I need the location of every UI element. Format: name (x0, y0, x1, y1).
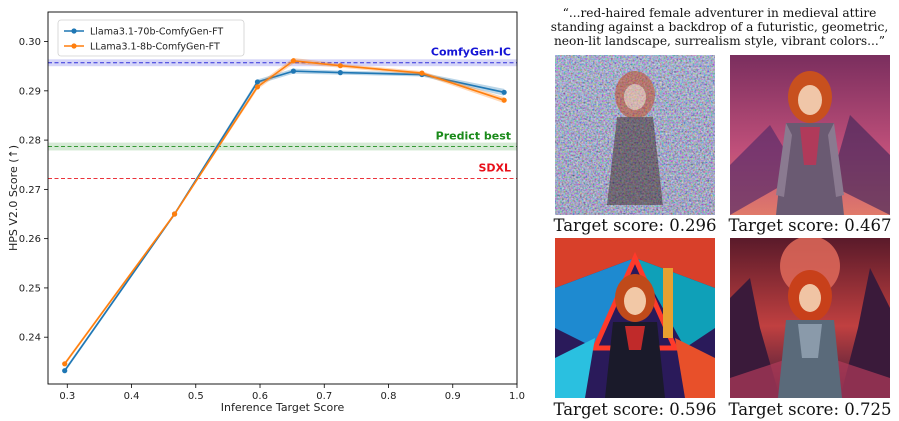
sample-caption: Target score: 0.467 (728, 216, 892, 235)
series-line (64, 59, 505, 365)
series-point (62, 361, 68, 367)
x-tick-label: 1.0 (509, 391, 525, 402)
x-tick-label: 0.8 (381, 391, 397, 402)
y-tick-label: 0.29 (19, 86, 41, 97)
prompt-line: standing against a backdrop of a futuris… (550, 20, 889, 34)
series-point (337, 70, 343, 76)
series-band (64, 57, 505, 366)
series-point (419, 70, 425, 76)
reference-label: SDXL (478, 162, 511, 175)
y-tick-label: 0.28 (19, 136, 41, 147)
series-point (62, 368, 68, 374)
hps-chart: ComfyGen-IC Predict best SDXL 0.3 0.4 0.5 0.6 0… (7, 11, 525, 414)
y-axis-title: HPS V2.0 Score (↑) (7, 145, 20, 251)
series-point (501, 89, 507, 95)
reference-label: Predict best (436, 130, 511, 143)
series-point (171, 211, 178, 217)
series-line (64, 70, 505, 372)
sample-panel: “...red-haired female adventurer in medi… (540, 0, 899, 421)
series-point (254, 79, 261, 85)
prompt-line: neon-lit landscape, surrealism style, vi… (553, 34, 886, 48)
legend-marker (71, 28, 77, 34)
series-point (254, 84, 261, 90)
reference-label: ComfyGen-IC (431, 46, 511, 59)
y-tick-label: 0.25 (19, 283, 41, 294)
series-point (290, 68, 297, 74)
sample-caption: Target score: 0.725 (728, 400, 892, 419)
x-tick-label: 0.7 (316, 391, 332, 402)
sample-image-pink (730, 55, 890, 215)
series-band (64, 68, 505, 373)
prompt-line: “...red-haired female adventurer in medi… (562, 6, 877, 20)
x-tick-label: 0.6 (252, 391, 268, 402)
legend-marker (71, 43, 77, 49)
x-tick-label: 0.5 (188, 391, 204, 402)
x-tick-label: 0.4 (124, 391, 140, 402)
legend-box (57, 19, 245, 57)
legend-label: LLama3.1-8b-ComfyGen-FT (90, 42, 220, 53)
series-point (337, 63, 343, 69)
series-point (290, 58, 297, 64)
sample-image-planet (730, 238, 890, 398)
y-tick-label: 0.26 (19, 234, 41, 245)
chart-canvas: ComfyGen-IC Predict best SDXL 0.3 0.4 0.5 0.6 0… (7, 11, 525, 414)
prompt-text: “...red-haired female adventurer in medi… (540, 6, 899, 48)
sample-caption: Target score: 0.596 (553, 400, 717, 419)
plot-frame (47, 11, 518, 385)
y-tick-label: 0.27 (19, 185, 41, 196)
x-axis-title: Inference Target Score (221, 401, 345, 414)
sample-image-geometric (555, 238, 715, 398)
x-tick-label: 0.9 (445, 391, 461, 402)
x-tick-label: 0.3 (59, 391, 75, 402)
series-point (501, 97, 507, 103)
y-tick-label: 0.30 (19, 37, 41, 48)
sample-caption: Target score: 0.296 (553, 216, 717, 235)
sample-image-noisy (555, 55, 715, 215)
legend-label: Llama3.1-70b-ComfyGen-FT (90, 27, 223, 38)
y-tick-label: 0.24 (19, 333, 41, 344)
